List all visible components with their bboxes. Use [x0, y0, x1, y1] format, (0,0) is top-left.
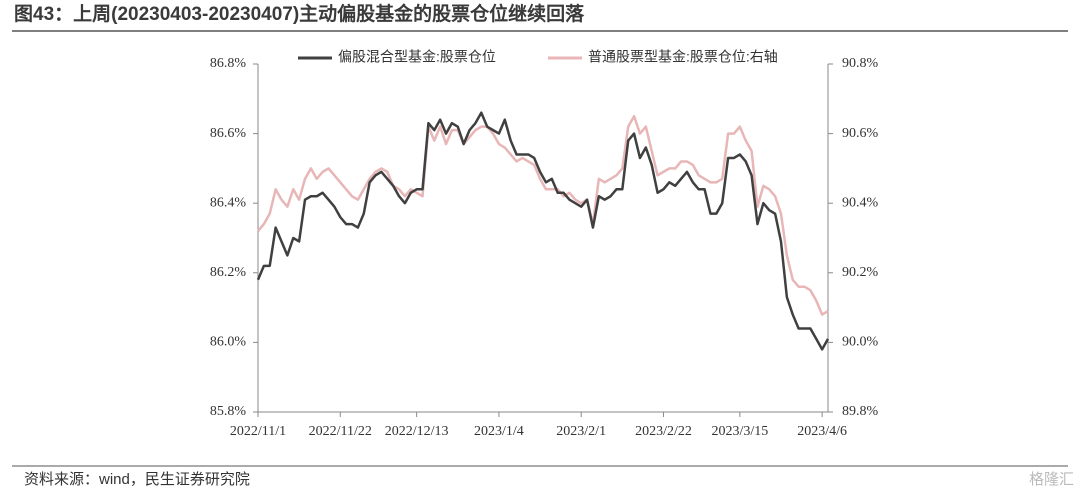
y2-tick-label: 90.0%	[842, 335, 879, 350]
chart-title: 图43：上周(20230403-20230407)主动偏股基金的股票仓位继续回落	[14, 2, 585, 25]
legend-label: 偏股混合型基金:股票仓位	[338, 49, 496, 65]
y-tick-label: 86.2%	[210, 265, 247, 280]
y-tick-label: 86.0%	[210, 335, 247, 350]
y2-tick-label: 89.8%	[842, 404, 879, 419]
y-tick-label: 86.4%	[210, 195, 247, 210]
x-tick-label: 2023/3/15	[711, 424, 768, 439]
y2-tick-label: 90.8%	[842, 56, 879, 71]
x-tick-label: 2023/1/4	[474, 424, 524, 439]
source-note: 资料来源：wind，民生证券研究院	[24, 470, 250, 488]
y-tick-label: 86.6%	[210, 126, 247, 141]
watermark: 格隆汇	[1029, 471, 1074, 488]
legend-label: 普通股票型基金:股票仓位:右轴	[588, 49, 778, 65]
y2-tick-label: 90.4%	[842, 195, 879, 210]
y-tick-label: 86.8%	[210, 56, 247, 71]
x-tick-label: 2023/2/22	[635, 424, 692, 439]
y2-tick-label: 90.2%	[842, 265, 879, 280]
x-tick-label: 2022/11/22	[309, 424, 372, 439]
x-tick-label: 2023/4/6	[797, 424, 847, 439]
x-tick-label: 2022/12/13	[385, 424, 449, 439]
y-tick-label: 85.8%	[210, 404, 247, 419]
y2-tick-label: 90.6%	[842, 126, 879, 141]
series-line	[257, 114, 829, 316]
series-line	[256, 111, 830, 351]
x-tick-label: 2022/11/1	[230, 424, 286, 439]
x-tick-label: 2023/2/1	[556, 424, 606, 439]
